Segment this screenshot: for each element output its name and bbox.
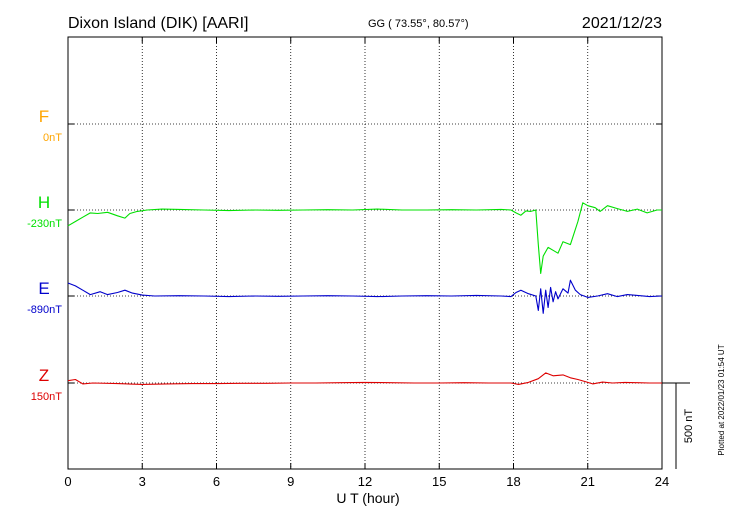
x-tick-label: 21 [581, 474, 595, 489]
x-axis-ticks: 0 3 6 9 12 15 18 21 24 [64, 37, 669, 489]
x-tick-label: 9 [287, 474, 294, 489]
grid-lines [68, 37, 662, 469]
x-tick-label: 0 [64, 474, 71, 489]
series-name-H: H [38, 193, 50, 212]
plotted-timestamp-note: Plotted at 2022/01/23 01:54 UT [717, 344, 726, 455]
coordinates-label: GG ( 73.55°, 80.57°) [368, 18, 469, 30]
series-name-E: E [38, 279, 49, 298]
series-name-F: F [39, 107, 49, 126]
station-title: Dixon Island (DIK) [AARI] [68, 15, 249, 32]
series-baseline-Z: 150nT [31, 391, 62, 403]
x-tick-label: 12 [358, 474, 372, 489]
series-line-H [67, 202, 662, 274]
x-tick-label: 24 [655, 474, 669, 489]
series-name-Z: Z [39, 366, 49, 385]
series-lines [67, 202, 663, 385]
series-baseline-E: -890nT [27, 304, 62, 316]
date-label: 2021/12/23 [582, 15, 662, 32]
x-tick-label: 18 [506, 474, 520, 489]
x-tick-label: 3 [139, 474, 146, 489]
series-line-E [67, 279, 663, 314]
series-baseline-F: 0nT [43, 132, 62, 144]
x-tick-label: 15 [432, 474, 446, 489]
series-line-Z [67, 372, 662, 385]
series-baseline-H: -230nT [27, 218, 62, 230]
x-axis-title: U T (hour) [336, 490, 399, 506]
scale-bar-label: 500 nT [683, 409, 695, 444]
x-tick-label: 6 [213, 474, 220, 489]
series-labels: F 0nT H -230nT E -890nT Z 150nT [27, 107, 62, 403]
